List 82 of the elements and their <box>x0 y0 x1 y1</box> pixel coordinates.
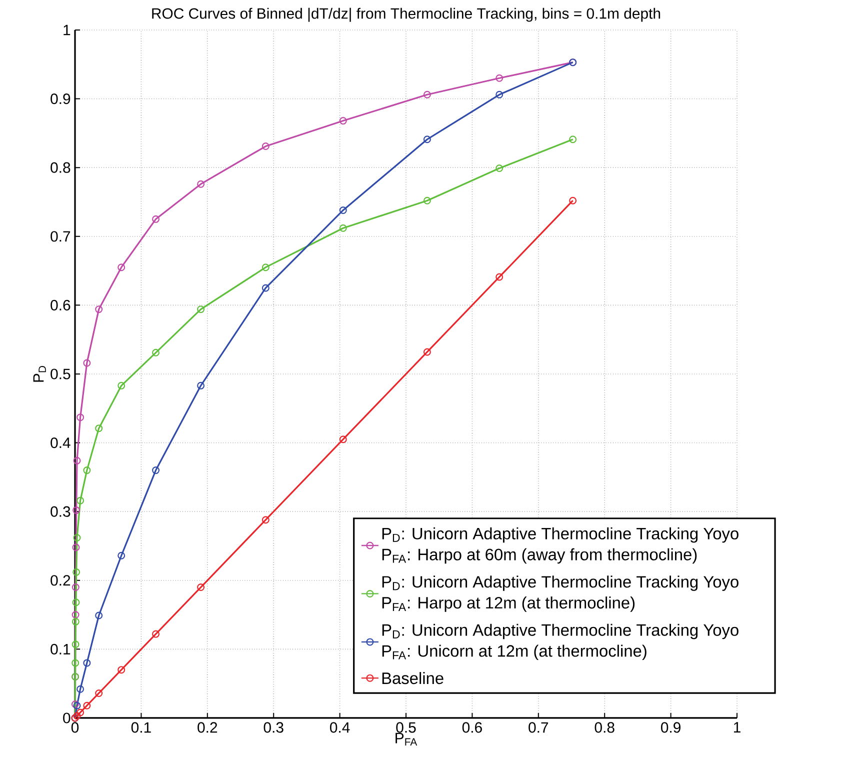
point <box>72 568 80 576</box>
point <box>118 264 126 272</box>
point <box>72 659 80 667</box>
point <box>76 685 84 693</box>
point <box>76 414 84 422</box>
point <box>83 359 91 367</box>
point <box>339 117 347 125</box>
point <box>569 136 577 144</box>
y-tick-label: 1 <box>64 24 70 36</box>
x-tick-label: 0.6 <box>462 722 482 733</box>
y-tick-label: 0.9 <box>50 93 70 104</box>
point <box>262 516 270 524</box>
point <box>152 348 160 356</box>
legend-label: P$_{D}$: Unicorn Adaptive Thermocline Tracking Yoyo P$_{FA}$: Harpo at 60m (away from thermocline) <box>382 527 738 564</box>
y-tick-label: 0.1 <box>50 644 70 654</box>
point <box>72 544 80 552</box>
y-tick-label: 0.6 <box>50 300 70 310</box>
point <box>152 466 160 474</box>
y-tick-label: 0.8 <box>50 162 70 173</box>
point <box>197 180 205 188</box>
x-tick-label: 0.7 <box>528 722 548 733</box>
point <box>262 142 270 150</box>
y-axis-title: P$_{D}$ <box>33 366 46 382</box>
point <box>339 436 347 444</box>
point <box>496 74 504 82</box>
x-tick-label: 0.9 <box>661 722 680 733</box>
point <box>83 659 91 667</box>
x-tick-label: 0.2 <box>198 722 218 733</box>
point <box>496 273 504 281</box>
y-tick-label: 0.7 <box>50 231 70 242</box>
point <box>152 215 160 223</box>
point <box>118 382 126 390</box>
legend-label: P$_{D}$: Unicorn Adaptive Thermocline Tracking Yoyo P$_{FA}$: Harpo at 12m (at thermocline) <box>382 576 738 612</box>
point <box>339 206 347 214</box>
point <box>83 702 91 710</box>
x-tick-label: 0 <box>71 722 79 733</box>
point <box>73 534 81 542</box>
point <box>339 224 347 232</box>
point <box>72 584 80 592</box>
y-tick-label: 0 <box>63 712 70 724</box>
point <box>118 552 126 560</box>
point <box>197 306 205 314</box>
x-tick-label: 0.1 <box>131 722 151 733</box>
point <box>73 456 81 464</box>
point <box>72 640 80 648</box>
x-tick-label: 0.3 <box>264 722 284 733</box>
y-tick-label: 0.3 <box>50 506 70 517</box>
point <box>569 196 577 204</box>
legend-label: P$_{D}$: Unicorn Adaptive Thermocline Tracking Yoyo P$_{FA}$: Unicorn at 12m (at thermocline) <box>382 624 738 660</box>
point <box>423 196 431 204</box>
y-tick-label: 0.5 <box>50 368 70 380</box>
point <box>83 466 91 474</box>
point <box>262 264 270 272</box>
chart-title: ROC Curves of Binned |dT/dz| from Thermocline Tracking, bins = 0.1m depth <box>152 8 660 22</box>
point <box>118 666 126 674</box>
point <box>496 164 504 172</box>
point <box>152 630 160 638</box>
point <box>496 90 504 98</box>
point <box>95 612 103 620</box>
legend-label: Baseline <box>382 672 444 684</box>
point <box>262 284 270 292</box>
point <box>95 306 103 314</box>
y-tick-label: 0.2 <box>50 575 70 586</box>
point <box>423 90 431 98</box>
x-axis-title: P$_{FA}$ <box>396 732 418 746</box>
point <box>95 424 103 432</box>
point <box>423 348 431 356</box>
point <box>72 506 80 514</box>
point <box>72 618 80 626</box>
point <box>76 496 84 504</box>
x-tick-label: 0.4 <box>330 722 350 733</box>
point <box>423 136 431 144</box>
point <box>72 598 80 606</box>
point <box>72 611 80 619</box>
point <box>197 584 205 592</box>
point <box>95 689 103 697</box>
x-tick-label: 0.8 <box>594 722 614 733</box>
point <box>76 708 84 716</box>
y-tick-label: 0.4 <box>50 437 70 448</box>
x-tick-label: 1 <box>734 722 740 732</box>
x-tick-label: 0.5 <box>396 722 416 733</box>
point <box>197 382 205 390</box>
